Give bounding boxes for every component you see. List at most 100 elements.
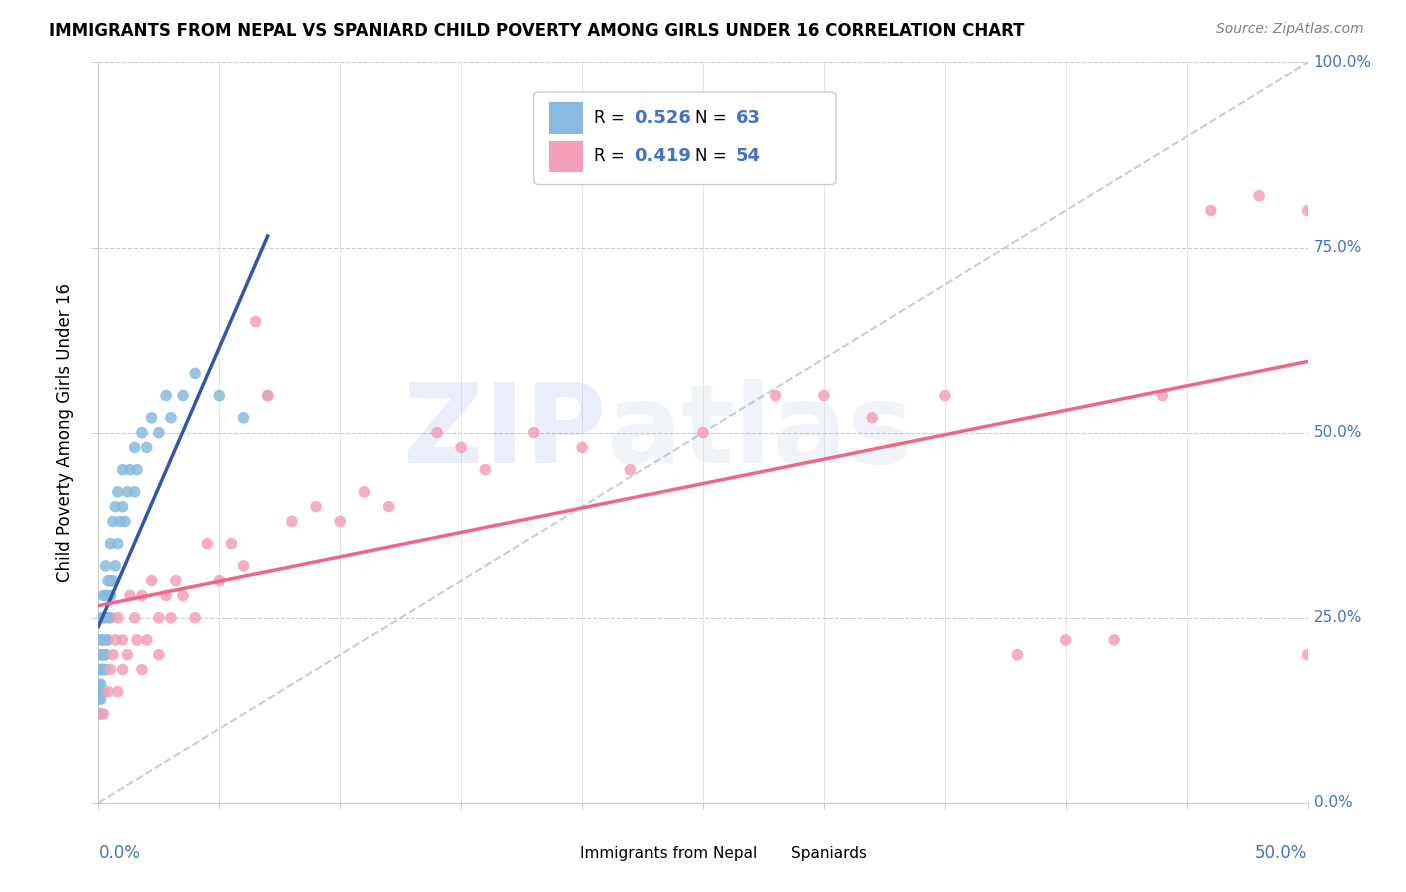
- Text: 0.419: 0.419: [634, 147, 690, 165]
- Point: [104, 558, 127, 573]
- Point: [91, 589, 114, 603]
- Text: R =: R =: [595, 109, 630, 127]
- Point: [114, 515, 136, 529]
- Point: [90, 632, 112, 647]
- Text: 63: 63: [735, 109, 761, 127]
- Text: 0.0%: 0.0%: [1313, 796, 1353, 810]
- Point: [94, 648, 117, 662]
- FancyBboxPatch shape: [546, 842, 572, 864]
- Text: atlas: atlas: [606, 379, 914, 486]
- Point: [91, 610, 114, 624]
- Point: [107, 536, 129, 550]
- Point: [377, 500, 399, 514]
- Point: [127, 632, 149, 647]
- Point: [1249, 188, 1271, 202]
- Point: [124, 610, 146, 624]
- Point: [160, 410, 183, 425]
- Point: [104, 632, 127, 647]
- Point: [94, 589, 117, 603]
- Text: 54: 54: [735, 147, 761, 165]
- Point: [111, 500, 134, 514]
- Text: 0.0%: 0.0%: [98, 844, 141, 862]
- Point: [100, 536, 122, 550]
- Point: [107, 610, 129, 624]
- Point: [94, 558, 117, 573]
- Point: [100, 574, 122, 588]
- Point: [90, 632, 112, 647]
- Point: [141, 410, 163, 425]
- Point: [450, 441, 472, 455]
- Point: [155, 388, 177, 402]
- Point: [619, 462, 641, 476]
- Text: N =: N =: [695, 109, 731, 127]
- Point: [155, 589, 177, 603]
- Point: [232, 558, 254, 573]
- Point: [87, 663, 110, 677]
- Point: [523, 425, 546, 440]
- Point: [91, 632, 114, 647]
- Text: IMMIGRANTS FROM NEPAL VS SPANIARD CHILD POVERTY AMONG GIRLS UNDER 16 CORRELATION: IMMIGRANTS FROM NEPAL VS SPANIARD CHILD …: [49, 22, 1025, 40]
- Point: [90, 685, 112, 699]
- Point: [118, 462, 141, 476]
- Point: [1152, 388, 1174, 402]
- Point: [256, 388, 278, 402]
- Point: [860, 410, 883, 425]
- Text: Source: ZipAtlas.com: Source: ZipAtlas.com: [1216, 22, 1364, 37]
- Point: [208, 388, 231, 402]
- Point: [90, 692, 112, 706]
- Point: [172, 388, 194, 402]
- Point: [131, 425, 153, 440]
- Point: [90, 610, 112, 624]
- FancyBboxPatch shape: [534, 92, 837, 185]
- Point: [91, 648, 114, 662]
- Point: [111, 663, 134, 677]
- Point: [111, 462, 134, 476]
- Point: [353, 484, 375, 499]
- Point: [1296, 648, 1319, 662]
- Point: [160, 610, 183, 624]
- Point: [195, 536, 218, 550]
- Point: [765, 388, 787, 402]
- Point: [1199, 203, 1222, 218]
- Point: [117, 648, 139, 662]
- Point: [141, 574, 163, 588]
- Point: [135, 441, 157, 455]
- Text: ZIP: ZIP: [404, 379, 606, 486]
- Text: 50.0%: 50.0%: [1313, 425, 1362, 440]
- FancyBboxPatch shape: [550, 141, 583, 172]
- Point: [131, 663, 153, 677]
- Point: [1054, 632, 1077, 647]
- Y-axis label: Child Poverty Among Girls Under 16: Child Poverty Among Girls Under 16: [56, 283, 75, 582]
- Point: [245, 314, 267, 328]
- Point: [184, 367, 207, 381]
- Point: [571, 441, 593, 455]
- Point: [100, 663, 122, 677]
- Point: [692, 425, 714, 440]
- Point: [1296, 203, 1319, 218]
- Point: [107, 685, 129, 699]
- Point: [934, 388, 956, 402]
- Point: [101, 515, 124, 529]
- Point: [329, 515, 352, 529]
- Point: [100, 610, 122, 624]
- Text: N =: N =: [695, 147, 731, 165]
- Point: [127, 462, 149, 476]
- Point: [135, 632, 157, 647]
- Point: [97, 685, 120, 699]
- Point: [107, 484, 129, 499]
- Point: [87, 648, 110, 662]
- Point: [184, 610, 207, 624]
- Point: [101, 648, 124, 662]
- Point: [474, 462, 496, 476]
- Point: [87, 692, 110, 706]
- Point: [101, 574, 124, 588]
- Text: Spaniards: Spaniards: [792, 846, 868, 861]
- Point: [90, 648, 112, 662]
- Point: [124, 441, 146, 455]
- Point: [426, 425, 449, 440]
- Point: [118, 589, 141, 603]
- Point: [232, 410, 254, 425]
- Point: [172, 589, 194, 603]
- Point: [281, 515, 304, 529]
- Point: [221, 536, 243, 550]
